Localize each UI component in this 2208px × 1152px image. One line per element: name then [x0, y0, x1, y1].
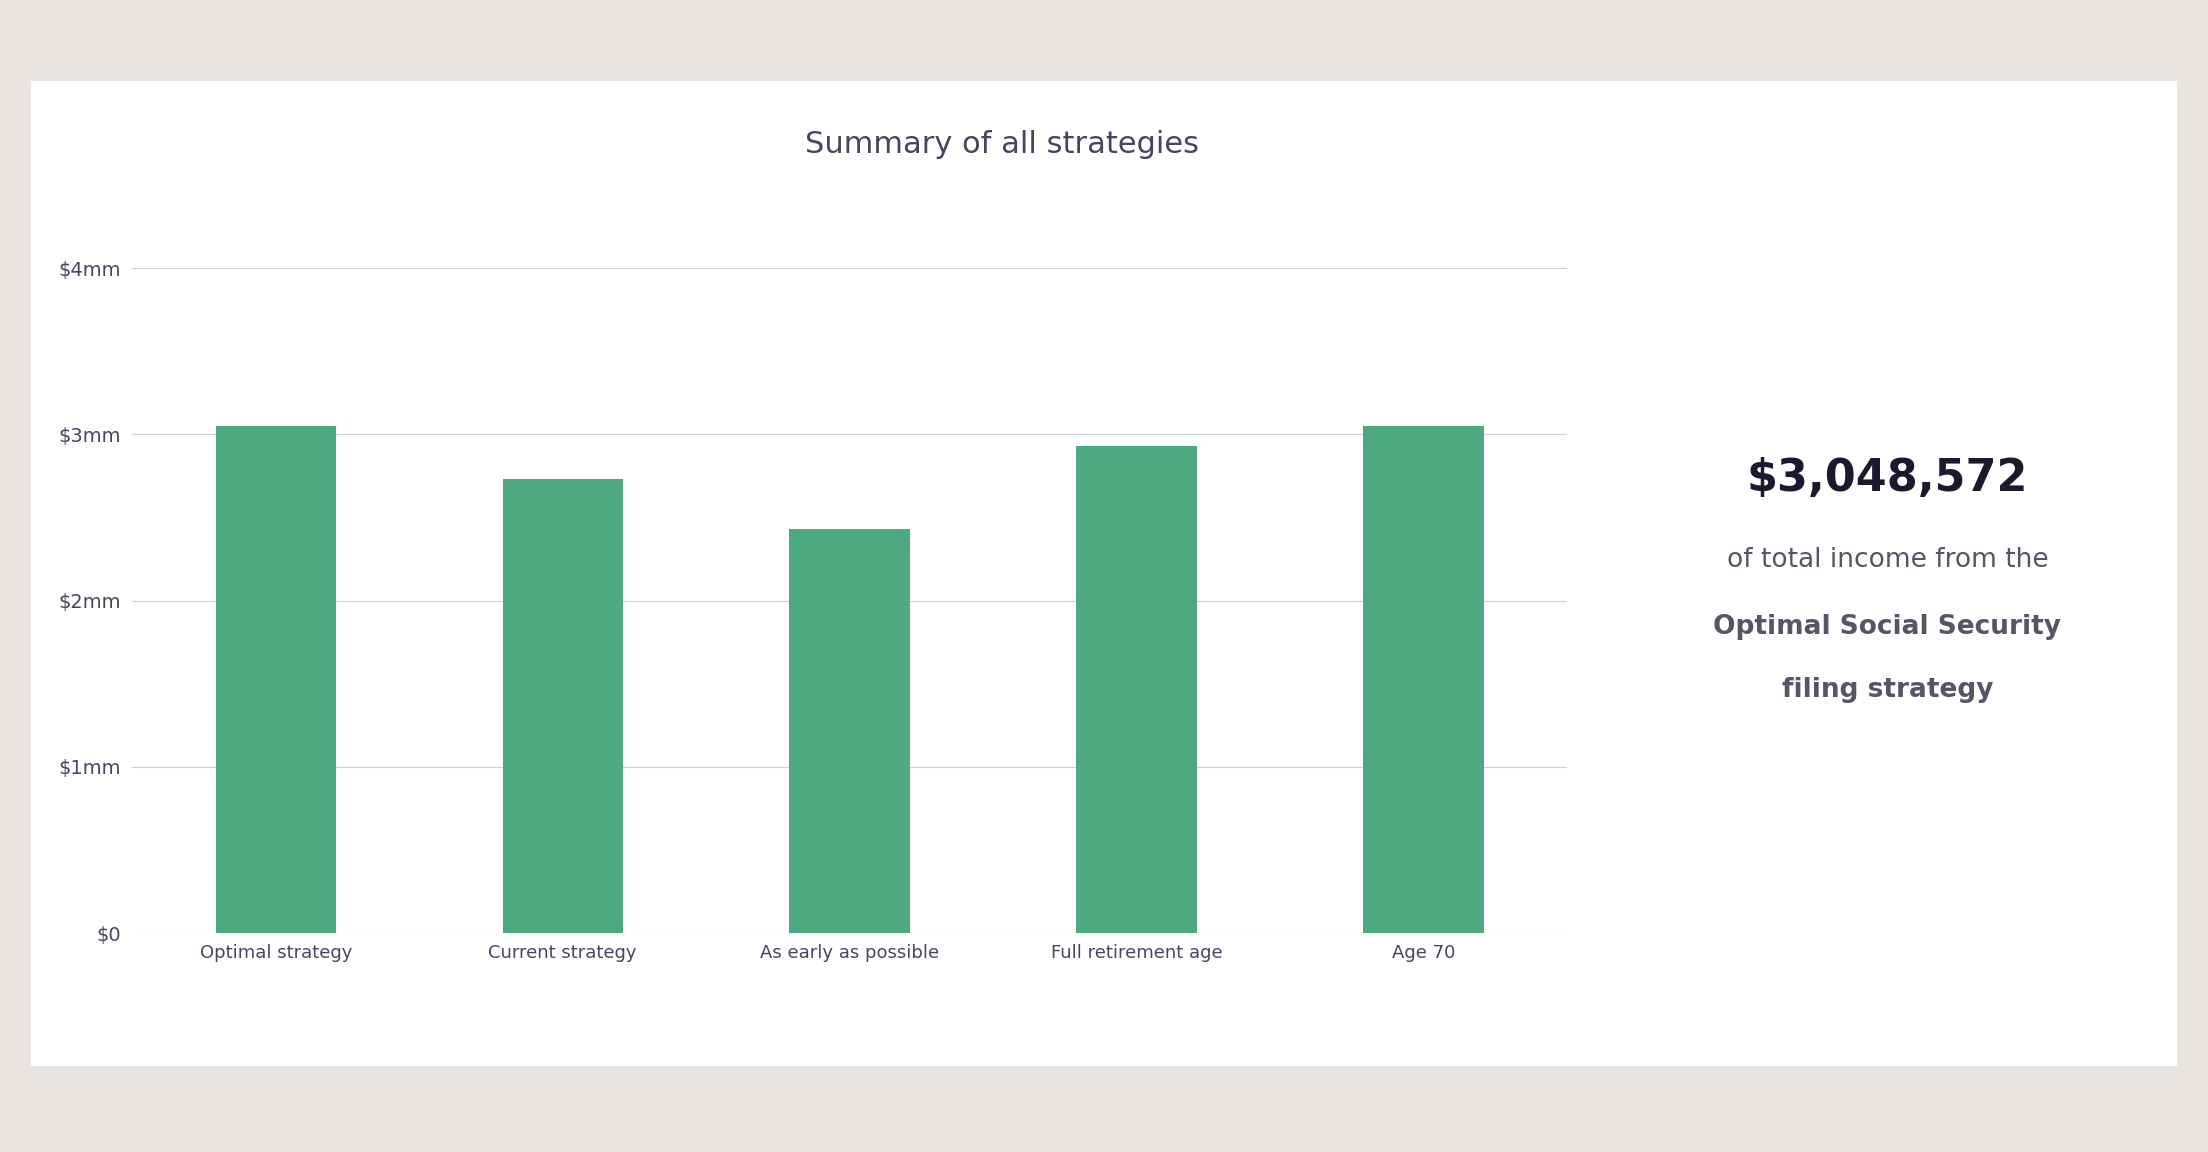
Bar: [1362, 426, 1484, 933]
Bar: [503, 479, 623, 933]
Text: of total income from the: of total income from the: [1727, 547, 2049, 574]
Text: Summary of all strategies: Summary of all strategies: [806, 129, 1199, 159]
Bar: [216, 426, 336, 933]
Text: filing strategy: filing strategy: [1782, 677, 1994, 704]
Text: Optimal Social Security: Optimal Social Security: [1713, 614, 2062, 641]
Bar: [788, 529, 910, 933]
Text: $3,048,572: $3,048,572: [1747, 456, 2029, 500]
Bar: [1075, 446, 1197, 933]
